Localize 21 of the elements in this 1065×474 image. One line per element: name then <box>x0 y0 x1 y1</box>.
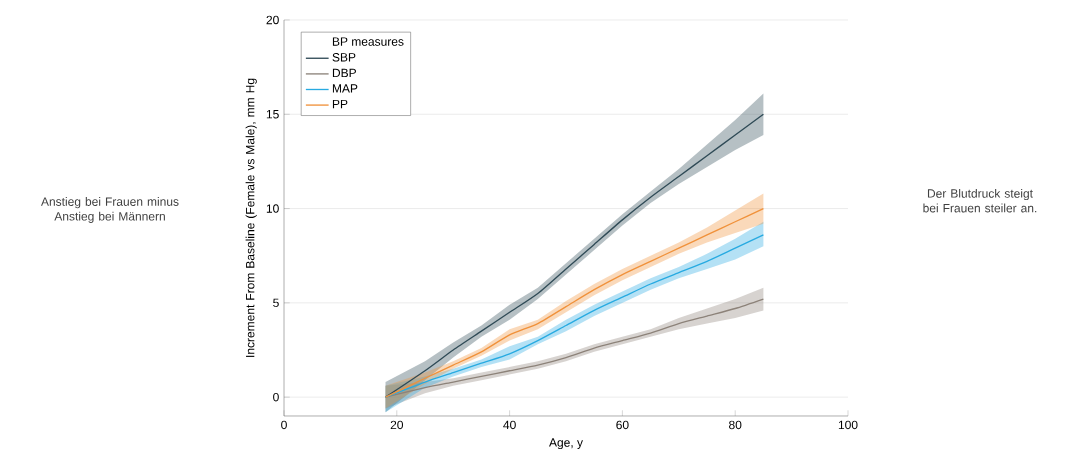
x-axis-title: Age, y <box>549 438 583 450</box>
x-tick-label: 20 <box>390 420 404 430</box>
y-tick-label: 5 <box>273 298 279 308</box>
text: Der Blutdruck steigt bei Frauen steiler an. <box>923 188 1037 213</box>
legend-title: BP measures <box>332 37 404 46</box>
legend-label: MAP <box>332 84 358 93</box>
y-tick-label: 10 <box>266 204 279 213</box>
x-tick-label: 0 <box>281 420 287 430</box>
y-tick-label: 0 <box>273 392 279 402</box>
legend-label: DBP <box>332 68 356 78</box>
legend-label: SBP <box>332 53 356 62</box>
legend-label: PP <box>332 99 348 109</box>
x-tick-label: 40 <box>503 420 516 430</box>
y-axis-title: Increment From Baseline (Female vs Male), mm Hg <box>245 78 257 357</box>
line-series <box>384 298 765 398</box>
x-tick-label: 60 <box>616 420 629 430</box>
y-tick-label: 15 <box>266 110 279 119</box>
y-tick-label: 20 <box>266 15 279 25</box>
x-tick-label: 100 <box>838 420 858 430</box>
x-tick-label: 80 <box>729 420 742 430</box>
text: Anstieg bei Frauen minus Anstieg bei Männern <box>41 197 179 223</box>
